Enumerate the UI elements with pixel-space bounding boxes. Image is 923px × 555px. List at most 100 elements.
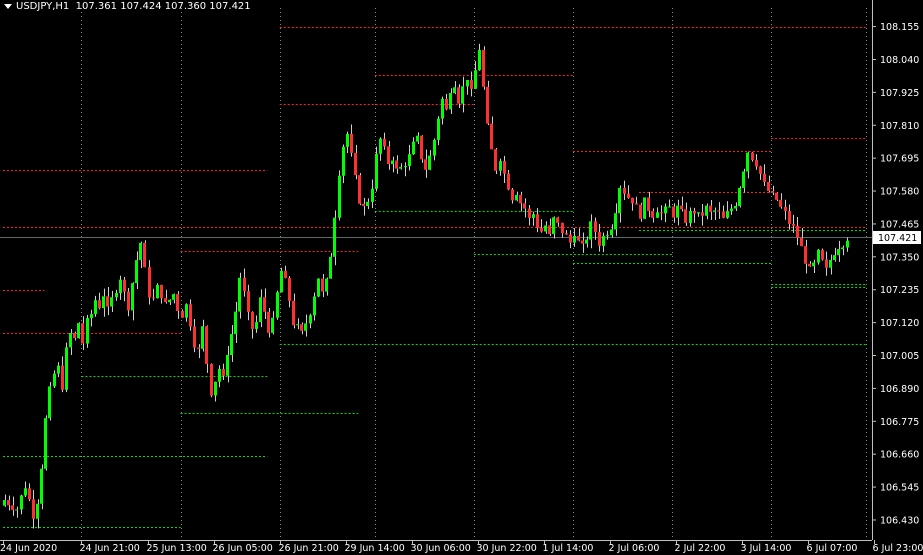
candle-bull bbox=[172, 294, 175, 300]
candle-bull bbox=[317, 278, 320, 297]
candle-bull bbox=[738, 187, 741, 207]
candle-bear bbox=[598, 231, 601, 246]
time-tick-label: 2 Jul 22:00 bbox=[675, 543, 726, 554]
price-tick-label: 107.005 bbox=[880, 351, 919, 362]
candle-bear bbox=[292, 300, 295, 326]
candle-bear bbox=[181, 311, 184, 318]
candle-bear bbox=[693, 210, 696, 214]
candle-bull bbox=[3, 500, 6, 506]
candle-bear bbox=[424, 159, 427, 170]
time-tick-label: 6 Jul 07:00 bbox=[807, 543, 858, 554]
candle-bull bbox=[304, 323, 307, 331]
candle-bull bbox=[135, 260, 138, 284]
candle-bear bbox=[32, 499, 35, 519]
candle-bull bbox=[230, 334, 233, 356]
candle-bull bbox=[614, 213, 617, 230]
candle-bear bbox=[800, 237, 803, 247]
open-value: 107.361 bbox=[75, 1, 118, 12]
candle-bear bbox=[358, 175, 361, 204]
candle-bear bbox=[767, 181, 770, 192]
candle-bull bbox=[48, 386, 51, 419]
candle-bull bbox=[375, 153, 378, 189]
candle-bull bbox=[168, 299, 171, 303]
candle-bull bbox=[115, 293, 118, 298]
candle-bull bbox=[214, 381, 217, 396]
candle-bear bbox=[243, 277, 246, 292]
candle-bull bbox=[416, 135, 419, 142]
candle-bear bbox=[775, 192, 778, 200]
candle-bear bbox=[825, 259, 828, 268]
grid-lines bbox=[81, 8, 867, 540]
candle-bull bbox=[812, 262, 815, 267]
time-tick-label: 24 Jun 21:00 bbox=[80, 543, 140, 554]
candle-bear bbox=[395, 160, 398, 169]
candle-bear bbox=[581, 240, 584, 244]
price-tick-label: 107.925 bbox=[880, 88, 919, 99]
candle-bear bbox=[511, 189, 514, 201]
candle-bear bbox=[490, 123, 493, 150]
candle-bear bbox=[251, 311, 254, 329]
candle-bull bbox=[44, 418, 47, 469]
candle-bear bbox=[763, 173, 766, 182]
candle-bull bbox=[664, 206, 667, 214]
candle-bear bbox=[717, 210, 720, 212]
candle-bear bbox=[507, 173, 510, 190]
candle-bull bbox=[437, 118, 440, 140]
candle-bull bbox=[86, 318, 89, 344]
candle-bull bbox=[131, 283, 134, 311]
candle-bull bbox=[309, 315, 312, 324]
time-tick-label: 3 Jul 14:00 bbox=[741, 543, 792, 554]
candle-bull bbox=[746, 152, 749, 172]
candle-bull bbox=[346, 133, 349, 147]
candle-bear bbox=[127, 291, 130, 311]
price-tick-label: 107.120 bbox=[880, 318, 919, 329]
close-value: 107.421 bbox=[209, 1, 251, 12]
candle-bull bbox=[226, 355, 229, 376]
candle-bear bbox=[647, 197, 650, 211]
candle-bull bbox=[697, 212, 700, 214]
price-tick-label: 106.775 bbox=[880, 417, 919, 428]
candle-bear bbox=[556, 217, 559, 223]
candle-bear bbox=[354, 152, 357, 176]
candle-bear bbox=[152, 297, 155, 299]
candle-bull bbox=[69, 333, 72, 348]
candle-bull bbox=[573, 235, 576, 243]
candle-bull bbox=[833, 255, 836, 260]
candle-bear bbox=[680, 205, 683, 210]
candle-bull bbox=[296, 324, 299, 326]
candle-bear bbox=[300, 324, 303, 331]
candle-bull bbox=[185, 304, 188, 318]
candle-bull bbox=[713, 210, 716, 212]
candle-bull bbox=[433, 139, 436, 156]
candle-bear bbox=[503, 161, 506, 174]
candle-bull bbox=[841, 247, 844, 250]
candle-bull bbox=[53, 373, 56, 387]
candle-bull bbox=[705, 205, 708, 216]
low-value: 107.360 bbox=[164, 1, 207, 12]
candle-bull bbox=[846, 240, 849, 248]
candle-bull bbox=[453, 87, 456, 94]
candle-bear bbox=[387, 146, 390, 165]
candle-bull bbox=[94, 300, 97, 315]
candle-bull bbox=[428, 155, 431, 170]
price-tick-label: 107.350 bbox=[880, 252, 919, 263]
candle-bull bbox=[544, 225, 547, 232]
candle-bull bbox=[234, 311, 237, 335]
high-value: 107.424 bbox=[120, 1, 162, 12]
dropdown-triangle-icon[interactable] bbox=[4, 3, 12, 9]
candle-bull bbox=[734, 206, 737, 209]
candle-bull bbox=[77, 323, 80, 339]
candle-bull bbox=[412, 141, 415, 155]
candle-bear bbox=[751, 152, 754, 160]
candle-bear bbox=[321, 278, 324, 292]
candle-bear bbox=[28, 488, 31, 500]
candle-bull bbox=[726, 211, 729, 218]
candle-bear bbox=[759, 166, 762, 174]
candle-bull bbox=[238, 277, 241, 312]
candle-bull bbox=[399, 167, 402, 169]
candle-bull bbox=[24, 488, 27, 496]
candle-bull bbox=[379, 138, 382, 154]
candle-bear bbox=[635, 203, 638, 205]
candle-bull bbox=[65, 347, 68, 390]
